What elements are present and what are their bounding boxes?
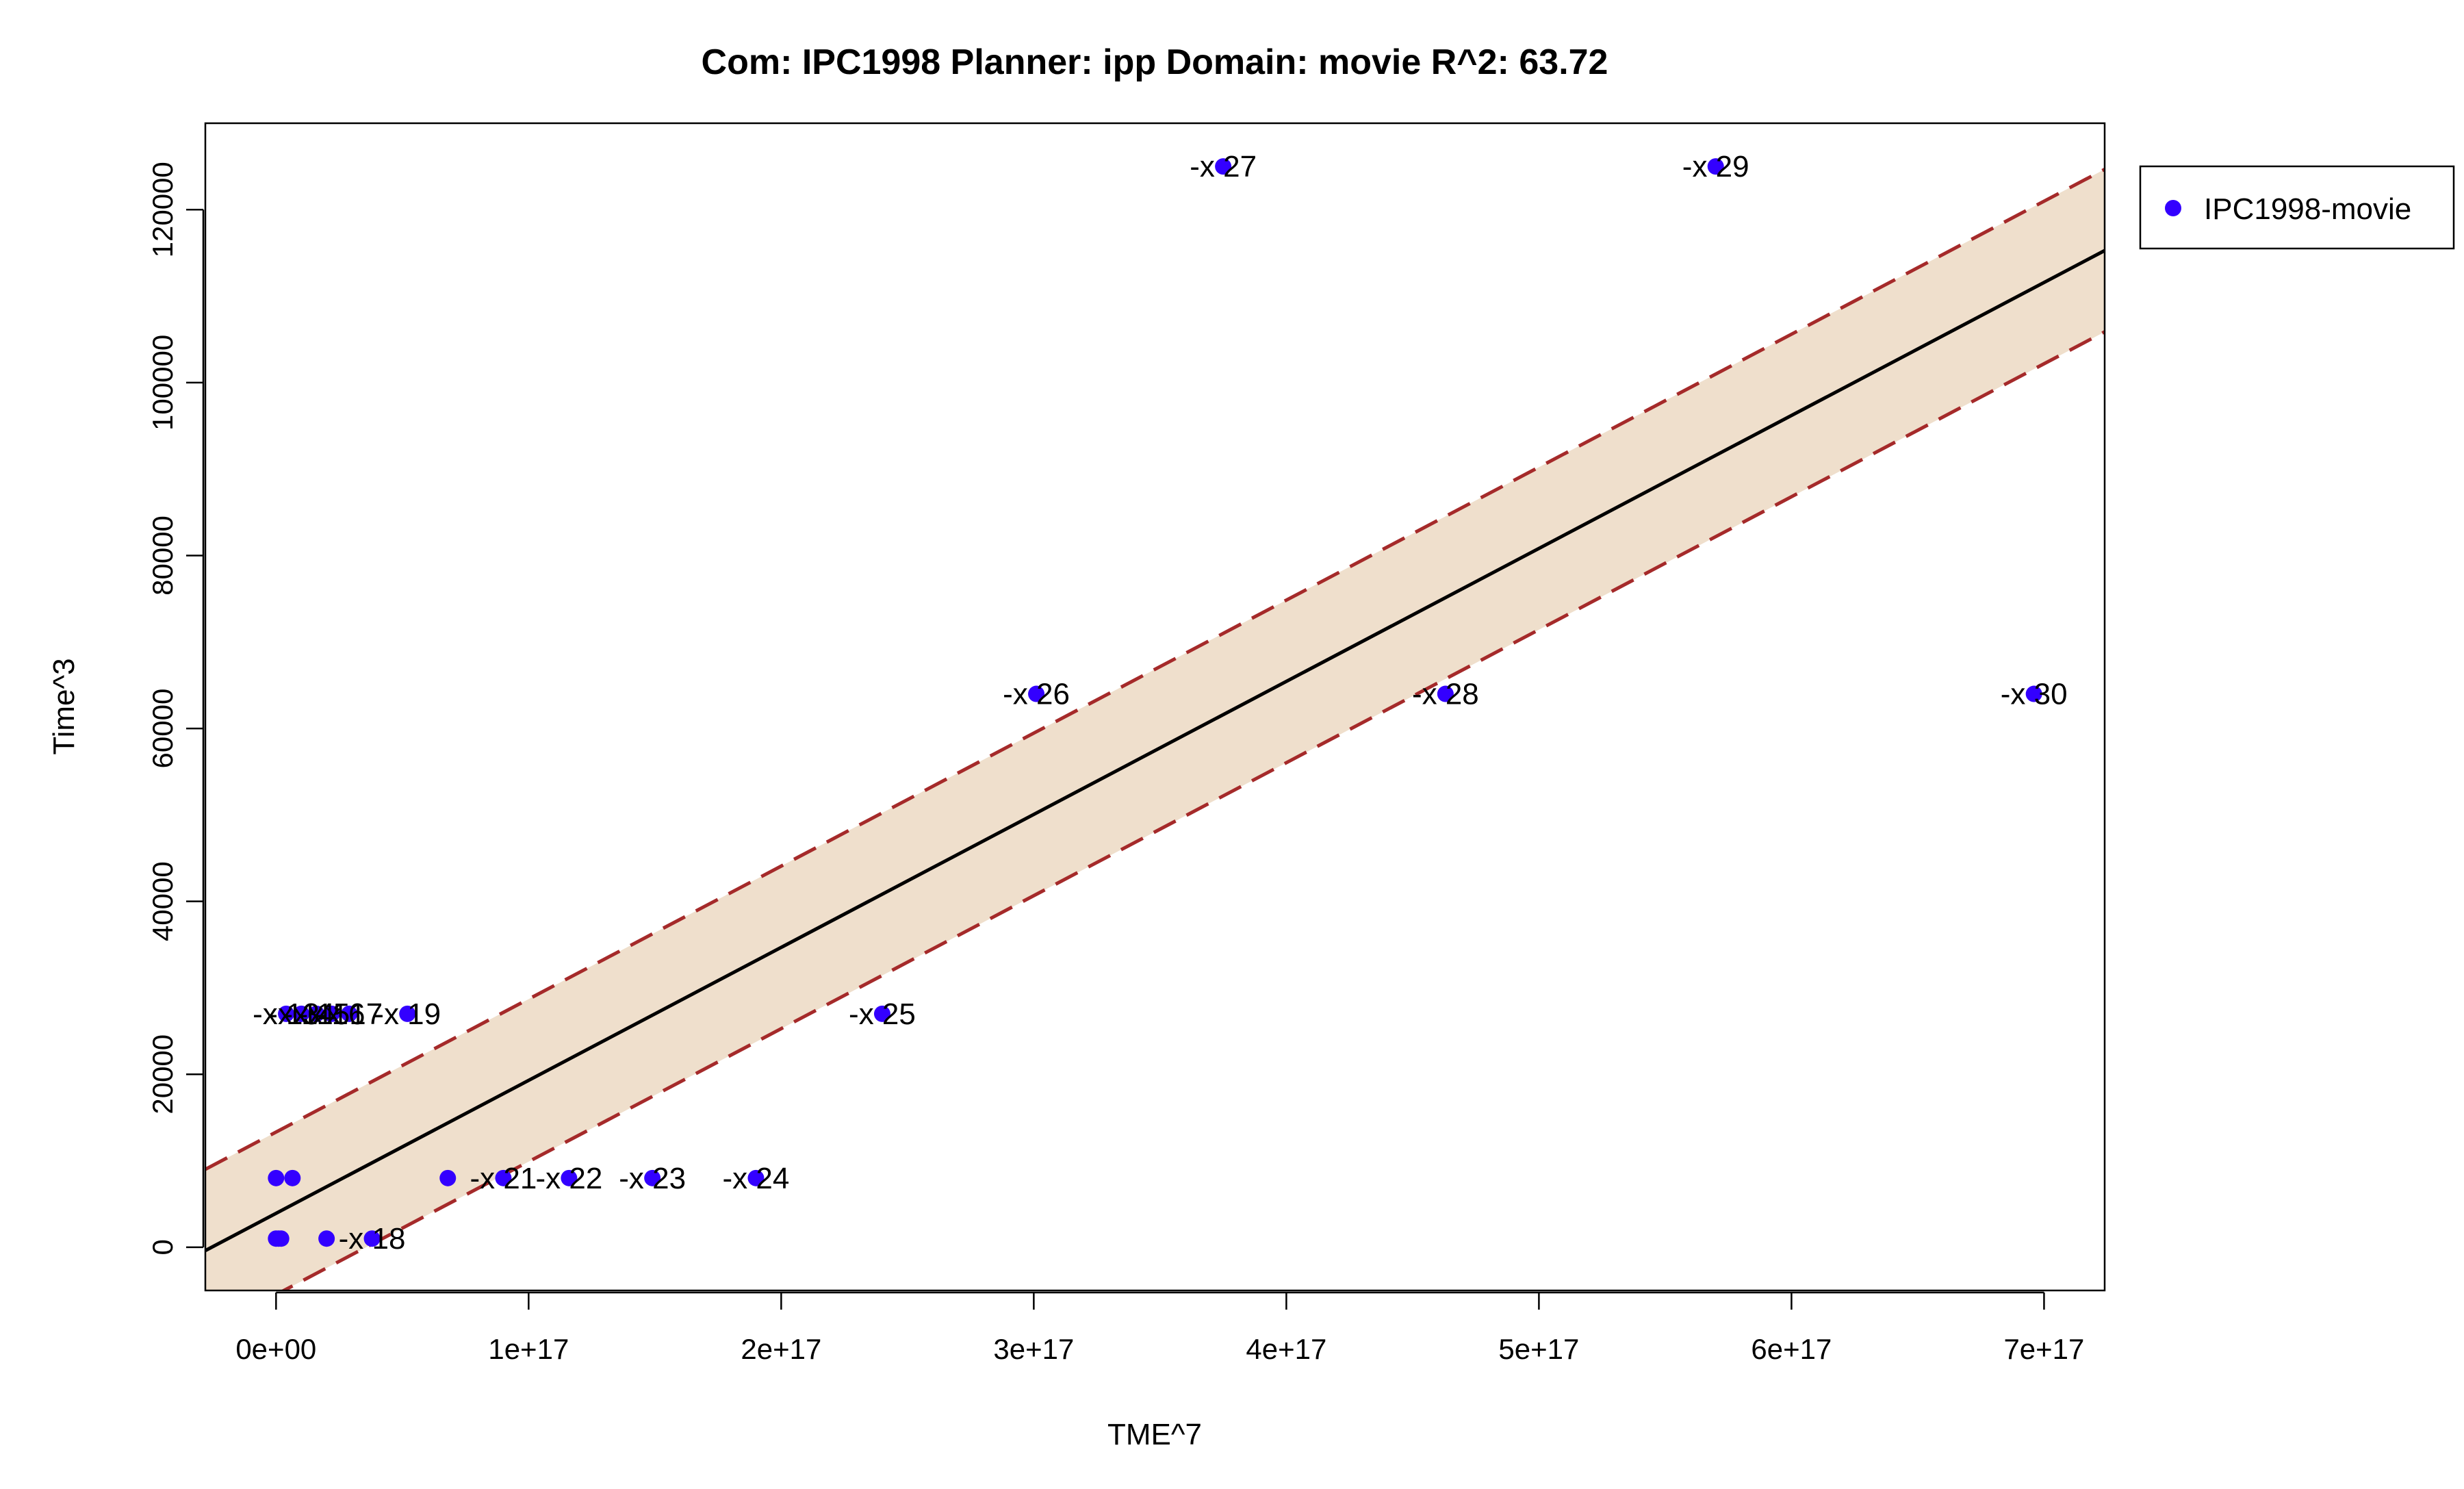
data-point [341, 1005, 358, 1022]
legend-marker [2165, 200, 2181, 216]
point-label: -x 24 [723, 1162, 790, 1195]
point-label: -x 25 [849, 997, 916, 1031]
point-label: -x 19 [374, 997, 441, 1031]
data-point [1707, 158, 1724, 175]
x-tick-label: 7e+17 [2003, 1333, 2084, 1365]
point-label: -x 30 [2001, 678, 2068, 711]
y-tick-label: 20000 [146, 1034, 179, 1115]
data-point [318, 1230, 335, 1247]
point-label: -x 23 [619, 1162, 686, 1195]
data-point [1215, 158, 1232, 175]
data-point [495, 1169, 512, 1186]
data-point [399, 1005, 416, 1022]
chart-title: Com: IPC1998 Planner: ipp Domain: movie … [702, 42, 1608, 82]
point-label: -x 26 [1003, 678, 1070, 711]
legend-box [2139, 165, 2455, 250]
confidence-band-layer [205, 168, 2105, 1290]
data-point [439, 1169, 457, 1186]
x-tick-label: 1e+17 [488, 1333, 569, 1365]
data-point [323, 1005, 340, 1022]
data-point [561, 1169, 578, 1186]
lower-bound-line [280, 330, 2105, 1290]
data-point [644, 1169, 661, 1186]
y-tick-label: 100000 [146, 335, 179, 431]
x-tick-label: 5e+17 [1498, 1333, 1579, 1365]
x-tick-label: 2e+17 [741, 1333, 821, 1365]
data-point [2025, 685, 2042, 702]
upper-bound-line [205, 168, 2105, 1171]
regression-line [205, 249, 2105, 1252]
data-point [272, 1230, 290, 1247]
point-label: -x 27 [1190, 150, 1257, 183]
point-label: -x 16 [298, 997, 365, 1031]
x-tick-label: 6e+17 [1751, 1333, 1832, 1365]
point-label: -x 21 [470, 1162, 537, 1195]
y-tick-label: 60000 [146, 689, 179, 769]
data-point [747, 1169, 765, 1186]
point-label: -x 28 [1412, 678, 1479, 711]
point-label: -x 17 [316, 997, 383, 1031]
plot-frame [204, 122, 2106, 1292]
y-tick-label: 0 [146, 1239, 179, 1255]
x-tick-label: 3e+17 [993, 1333, 1074, 1365]
point-label: -x 29 [1682, 150, 1749, 183]
data-point [284, 1169, 301, 1186]
y-tick-label: 80000 [146, 516, 179, 596]
data-point [293, 1005, 310, 1022]
data-point [1437, 685, 1454, 702]
confidence-band [205, 169, 2105, 1290]
data-point [363, 1230, 381, 1247]
legend-label: IPC1998-movie [2204, 192, 2411, 226]
data-point [308, 1005, 325, 1022]
data-point [278, 1005, 295, 1022]
y-axis: 0 20000 40000 60000 80000 100000 120000 [146, 162, 205, 1256]
point-labels-layer: -x 19 -x 18 -x 21-x 22 -x 23 -x 24 -x 25 -x 26… [253, 150, 2067, 1256]
point-label: -x 22 [535, 1162, 602, 1195]
x-axis-title: TME^7 [1107, 1418, 1202, 1451]
data-point [268, 1169, 285, 1186]
x-tick-label: 0e+00 [235, 1333, 316, 1365]
data-point [873, 1005, 890, 1022]
y-tick-label: 120000 [146, 162, 179, 257]
data-points-layer [268, 158, 2042, 1247]
point-label: -x 14 [268, 997, 335, 1031]
y-axis-title: Time^3 [47, 658, 81, 754]
y-tick-label: 40000 [146, 861, 179, 941]
x-axis: 0e+00 1e+17 2e+17 3e+17 4e+17 5e+17 6e+17 7e+17 [235, 1291, 2084, 1365]
legend: IPC1998-movie [2139, 165, 2455, 250]
point-label: -x 13 [253, 997, 320, 1031]
x-tick-label: 4e+17 [1246, 1333, 1326, 1365]
point-label: -x 15 [283, 997, 350, 1031]
data-point [1028, 685, 1045, 702]
point-label: -x 18 [339, 1222, 406, 1256]
